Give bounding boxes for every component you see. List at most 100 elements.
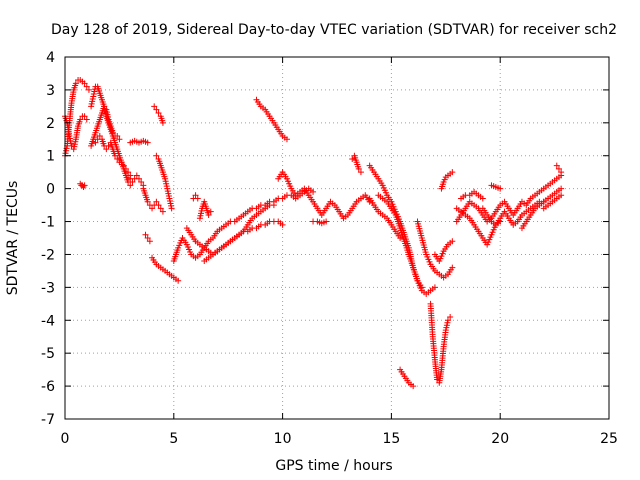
- data-series: [92, 132, 134, 179]
- data-point: [129, 179, 136, 186]
- data-point: [81, 182, 88, 189]
- data-point: [310, 188, 317, 195]
- y-tick-label: 1: [46, 149, 55, 165]
- data-series: [414, 218, 456, 281]
- y-tick-label: -2: [41, 247, 55, 263]
- data-series: [201, 202, 277, 265]
- data-point: [81, 80, 88, 87]
- y-tick-labels: -7 -6 -5 -4 -3 -2 -1 0 1 2 3 4: [41, 50, 55, 428]
- data-point: [410, 383, 417, 390]
- data-point: [418, 284, 425, 291]
- data-series: [127, 137, 151, 146]
- y-tick-label: -7: [41, 412, 55, 428]
- data-point: [68, 142, 75, 149]
- data-point: [81, 113, 88, 120]
- data-point: [105, 142, 112, 149]
- data-point: [168, 205, 175, 212]
- data-series: [453, 172, 565, 225]
- chart-title: Day 128 of 2019, Sidereal Day-to-day VTE…: [51, 22, 617, 38]
- x-axis-label: GPS time / hours: [275, 458, 392, 474]
- data-point: [155, 202, 162, 209]
- y-tick-label: -3: [41, 280, 55, 296]
- y-tick-label: 4: [46, 50, 55, 66]
- data-point: [449, 169, 456, 176]
- y-tick-label: -6: [41, 379, 55, 395]
- data-series: [427, 300, 454, 386]
- data-series: [366, 162, 438, 297]
- plot-frame: [64, 56, 610, 420]
- gridlines: [65, 57, 609, 419]
- x-tick-labels: 0 5 10 15 20 25: [61, 431, 618, 447]
- data-series: [518, 185, 565, 232]
- data-point: [151, 103, 158, 110]
- data-point: [122, 165, 129, 172]
- data-point: [118, 159, 125, 166]
- data-point: [434, 376, 441, 383]
- data-point: [114, 156, 121, 163]
- data-series: [479, 205, 504, 228]
- data-point: [207, 208, 214, 215]
- data-point: [497, 185, 504, 192]
- data-series: [431, 238, 456, 265]
- data-series: [397, 366, 417, 390]
- data-point: [159, 208, 166, 215]
- data-series: [142, 231, 153, 245]
- data-series: [366, 195, 404, 241]
- y-tick-label: -4: [41, 313, 55, 329]
- data-point: [149, 205, 156, 212]
- data-series: [349, 152, 364, 176]
- data-point: [175, 277, 182, 284]
- data-series: [151, 103, 166, 126]
- data-point: [323, 218, 330, 225]
- data-point: [127, 182, 134, 189]
- data-series: [253, 96, 290, 143]
- data-series: [77, 180, 88, 190]
- data-point: [109, 129, 116, 136]
- data-point: [270, 202, 277, 209]
- data-point: [135, 175, 142, 182]
- data-points: [62, 77, 565, 390]
- data-series: [88, 103, 123, 149]
- data-series: [125, 172, 147, 189]
- x-tick-label: 15: [382, 431, 400, 447]
- x-tick-label: 5: [169, 431, 178, 447]
- data-point: [114, 132, 121, 139]
- data-point: [85, 86, 92, 93]
- x-tick-label: 10: [274, 431, 292, 447]
- data-point: [153, 106, 160, 113]
- data-series: [190, 192, 201, 202]
- x-tick-label: 25: [600, 431, 618, 447]
- y-tick-label: 0: [46, 182, 55, 198]
- data-point: [479, 195, 486, 202]
- data-point: [144, 139, 151, 146]
- data-point: [349, 156, 356, 163]
- data-point: [283, 136, 290, 143]
- data-point: [101, 103, 108, 110]
- data-series: [170, 185, 317, 265]
- data-point: [77, 116, 84, 123]
- data-point: [205, 211, 212, 218]
- data-point: [133, 172, 140, 179]
- data-point: [558, 169, 565, 176]
- data-series: [438, 169, 456, 192]
- data-point: [558, 185, 565, 192]
- data-point: [144, 235, 151, 241]
- data-point: [447, 313, 454, 320]
- data-point: [125, 172, 132, 179]
- data-point: [157, 205, 164, 212]
- data-point: [116, 136, 123, 143]
- y-tick-label: 2: [46, 116, 55, 132]
- data-point: [449, 238, 456, 245]
- data-point: [146, 238, 153, 245]
- data-point: [155, 109, 162, 116]
- data-point: [553, 162, 560, 169]
- data-point: [444, 317, 451, 324]
- data-point: [144, 198, 151, 205]
- data-series: [153, 152, 175, 212]
- data-point: [397, 235, 404, 241]
- data-series: [553, 162, 565, 176]
- data-point: [96, 132, 103, 139]
- data-point: [153, 152, 160, 159]
- y-tick-label: -1: [41, 215, 55, 231]
- data-point: [449, 264, 456, 271]
